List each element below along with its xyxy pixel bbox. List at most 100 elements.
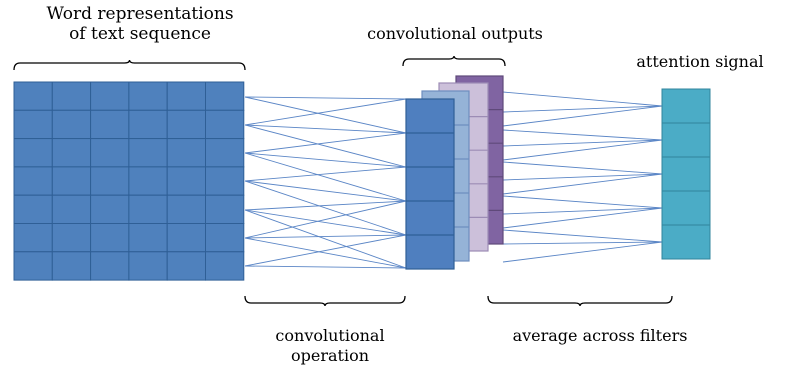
matrix-cell [128, 109, 168, 140]
averaging-line [502, 91, 663, 107]
matrix-cell [128, 223, 168, 253]
matrix-cell [205, 166, 245, 196]
convolution-line [244, 152, 407, 168]
averaging-line [502, 139, 663, 147]
conv-outputs-brace [402, 55, 506, 67]
averaging-line [502, 241, 663, 245]
averaging-line [502, 105, 663, 127]
matrix-cell [90, 251, 130, 281]
average-across-filters-label: average across filters [512, 326, 688, 345]
convolution-line [244, 200, 407, 239]
averaging-line [502, 207, 663, 215]
matrix-cell [166, 251, 206, 281]
matrix-cell [90, 109, 130, 140]
average-brace [487, 295, 673, 307]
averaging-line [502, 195, 663, 209]
matrix-cell [205, 251, 245, 281]
matrix-cell [128, 138, 168, 168]
matrix-cell [13, 138, 53, 168]
convolution-line [244, 180, 407, 202]
matrix-cell [51, 138, 92, 168]
conv-op-line1: convolutional [275, 326, 385, 345]
word-label-line2: of text sequence [69, 24, 211, 44]
matrix-cell [13, 223, 53, 253]
averaging-line [502, 241, 663, 263]
matrix-cell [90, 194, 130, 224]
convolution-line [244, 166, 407, 182]
matrix-cell [166, 223, 206, 253]
convolution-line [244, 152, 407, 202]
convolutional-operation-label: convolutional operation [235, 326, 425, 366]
attention-cell [661, 156, 711, 192]
word-label-line1: Word representations [46, 4, 234, 24]
matrix-cell [90, 223, 130, 253]
averaging-lines [502, 91, 663, 263]
matrix-cell [13, 251, 53, 281]
matrix-cell [128, 81, 168, 111]
convolution-line [244, 180, 407, 236]
attention-cell [661, 88, 711, 124]
matrix-cell [13, 166, 53, 196]
conv-op-line2: operation [290, 346, 369, 365]
word-matrix [13, 81, 245, 281]
averaging-line [502, 139, 663, 161]
averaging-line [502, 173, 663, 181]
convolution-lines [244, 96, 407, 269]
matrix-cell [166, 109, 206, 140]
convolution-line [244, 237, 407, 269]
convolution-line [244, 234, 407, 239]
attention-signal-label: attention signal [636, 52, 764, 71]
matrix-cell [166, 194, 206, 224]
convolution-line [244, 234, 407, 267]
convolution-line [244, 98, 407, 126]
convolutional-outputs-label: convolutional outputs [367, 24, 543, 43]
matrix-cell [205, 138, 245, 168]
matrix-cell [128, 194, 168, 224]
attention-cell [661, 122, 711, 158]
convolution-line [244, 124, 407, 134]
convolution-line [244, 124, 407, 168]
braces [13, 55, 673, 307]
averaging-line [502, 129, 663, 141]
averaging-line [502, 173, 663, 195]
convolution-line [244, 96, 407, 134]
matrix-cell [90, 138, 130, 168]
matrix-cell [205, 81, 245, 111]
word-representations-label: Word representations of text sequence [0, 4, 280, 44]
matrix-cell [205, 194, 245, 224]
matrix-cell [166, 81, 206, 111]
matrix-cell [205, 109, 245, 140]
matrix-cell [51, 109, 92, 140]
filter-output-1 [405, 98, 455, 270]
matrix-cell [51, 223, 92, 253]
matrix-cell [13, 81, 53, 111]
convolution-line [244, 265, 407, 269]
averaging-line [502, 207, 663, 229]
convolution-line [244, 209, 407, 236]
matrix-cell [128, 166, 168, 196]
matrix-cell [166, 138, 206, 168]
matrix-cell [166, 166, 206, 196]
attention-cell [661, 190, 711, 226]
matrix-cell [90, 81, 130, 111]
matrix-cell [205, 223, 245, 253]
averaging-line [502, 229, 663, 243]
matrix-cell [90, 166, 130, 196]
averaging-line [502, 161, 663, 175]
matrix-cell [51, 166, 92, 196]
convolutional-output-stack [405, 75, 504, 270]
conv-operation-brace [244, 295, 406, 307]
convolution-line [244, 209, 407, 269]
matrix-cell [128, 251, 168, 281]
convolution-line [244, 96, 407, 100]
convolution-line [244, 132, 407, 154]
matrix-cell [51, 251, 92, 281]
convolution-line [244, 200, 407, 211]
attention-cell [661, 224, 711, 260]
word-matrix-brace [13, 59, 246, 71]
matrix-cell [51, 81, 92, 111]
matrix-cell [51, 194, 92, 224]
averaging-line [502, 105, 663, 113]
